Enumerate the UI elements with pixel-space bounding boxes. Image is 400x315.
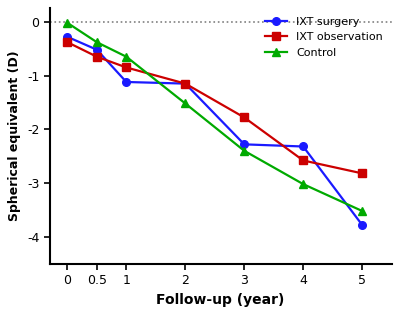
Control bbox=[65, 21, 70, 25]
Control bbox=[94, 40, 99, 44]
IXT surgery bbox=[360, 223, 364, 227]
IXT surgery bbox=[242, 142, 247, 146]
Line: Control: Control bbox=[63, 19, 366, 215]
IXT observation bbox=[360, 171, 364, 175]
IXT observation bbox=[124, 66, 129, 69]
Control bbox=[124, 55, 129, 59]
IXT surgery bbox=[124, 80, 129, 84]
IXT observation bbox=[242, 116, 247, 119]
IXT observation bbox=[301, 158, 306, 162]
Control bbox=[301, 182, 306, 186]
IXT surgery bbox=[94, 48, 99, 52]
Control bbox=[242, 149, 247, 153]
IXT observation bbox=[183, 82, 188, 85]
Legend: IXT surgery, IXT observation, Control: IXT surgery, IXT observation, Control bbox=[262, 14, 386, 61]
IXT surgery bbox=[301, 145, 306, 148]
Control bbox=[183, 102, 188, 106]
X-axis label: Follow-up (year): Follow-up (year) bbox=[156, 293, 285, 307]
IXT surgery bbox=[183, 82, 188, 85]
Line: IXT surgery: IXT surgery bbox=[64, 33, 366, 229]
IXT observation bbox=[65, 40, 70, 44]
Line: IXT observation: IXT observation bbox=[64, 38, 366, 177]
Y-axis label: Spherical equivalent (D): Spherical equivalent (D) bbox=[8, 51, 21, 221]
IXT surgery bbox=[65, 35, 70, 39]
Control bbox=[360, 209, 364, 213]
IXT observation bbox=[94, 55, 99, 59]
